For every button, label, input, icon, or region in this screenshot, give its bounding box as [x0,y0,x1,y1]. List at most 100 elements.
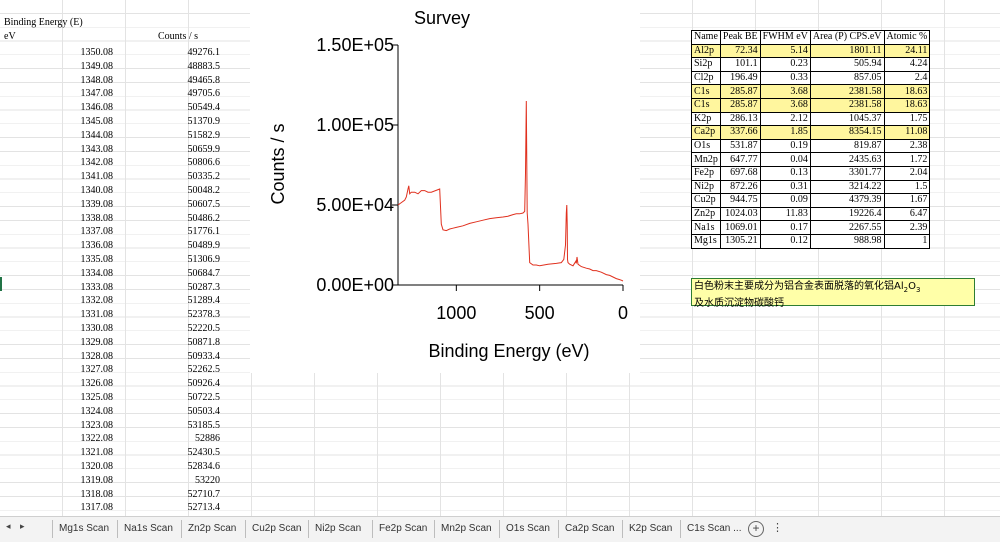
ev-cell[interactable]: 1322.08 [80,433,114,445]
table-row[interactable]: 1344.08 51582.9 [0,129,250,143]
ev-cell[interactable]: 1332.08 [80,295,114,307]
counts-cell[interactable]: 49705.6 [187,88,221,100]
sheet-tab[interactable]: Mg1s Scan [52,520,115,538]
sheet-tab[interactable]: Na1s Scan [117,520,179,538]
ev-cell[interactable]: 1336.08 [80,240,114,252]
counts-cell[interactable]: 50806.6 [187,157,221,169]
peak-value-cell[interactable]: 72.34 [719,43,761,59]
ev-cell[interactable]: 1331.08 [80,309,114,321]
ev-cell[interactable]: 1350.08 [80,47,114,58]
peak-value-cell[interactable]: 101.1 [719,57,761,72]
counts-cell[interactable]: 51306.9 [187,254,221,265]
counts-cell[interactable]: 52710.7 [187,488,221,500]
table-row[interactable]: 1340.08 50048.2 [0,184,250,198]
table-row[interactable]: 1328.08 50933.4 [0,350,250,364]
ev-cell[interactable]: 1317.08 [80,502,114,514]
peak-name-cell[interactable]: Na1s [691,220,721,235]
counts-cell[interactable]: 52713.4 [187,502,221,514]
counts-cell[interactable]: 48883.5 [187,60,221,72]
ev-cell[interactable]: 1346.08 [80,102,114,114]
peak-value-cell[interactable]: 0.04 [759,152,811,167]
counts-cell[interactable]: 50486.2 [187,212,221,224]
ev-cell[interactable]: 1329.08 [80,336,114,348]
peak-value-cell[interactable]: 819.87 [809,138,885,154]
more-options-icon[interactable]: ⋮ [772,522,783,534]
counts-column-header[interactable]: Counts / s [158,31,199,42]
sheet-tab[interactable]: Ni2p Scan [308,520,367,538]
peak-value-cell[interactable]: 505.94 [809,57,885,72]
table-row[interactable]: 1343.08 50659.9 [0,143,250,157]
table-row[interactable]: 1341.08 50335.2 [0,170,250,184]
table-row[interactable]: 1342.08 50806.6 [0,156,250,170]
ev-cell[interactable]: 1341.08 [80,171,114,183]
ev-cell[interactable]: 1328.08 [80,350,114,362]
counts-cell[interactable]: 50503.4 [187,405,221,417]
table-row[interactable]: 1325.08 50722.5 [0,391,250,405]
ev-cell[interactable]: 1321.08 [80,447,114,459]
counts-cell[interactable]: 49276.1 [187,47,221,58]
table-row[interactable]: 1346.08 50549.4 [0,101,250,115]
peak-value-cell[interactable]: 2.04 [883,165,931,181]
ev-cell[interactable]: 1335.08 [80,254,114,265]
survey-chart[interactable]: Survey Binding Energy (eV) Counts / s 0.… [250,0,640,373]
counts-cell[interactable]: 52834.6 [187,461,221,472]
table-row[interactable]: 1320.08 52834.6 [0,460,250,474]
ev-cell[interactable]: 1324.08 [80,405,114,417]
peak-name-cell[interactable]: Cl2p [691,70,721,86]
counts-cell[interactable]: 50684.7 [187,267,221,279]
sheet-tab[interactable]: C1s Scan ... [680,520,747,538]
note-box[interactable]: 白色粉末主要成分为铝合金表面脱落的氧化铝Al2O3 及水质沉淀物碳酸钙 [691,278,975,309]
ev-cell[interactable]: 1342.08 [80,157,114,169]
ev-cell[interactable]: 1334.08 [80,267,114,279]
peak-value-cell[interactable]: 0.09 [759,193,811,208]
counts-cell[interactable]: 50926.4 [187,378,221,390]
table-row[interactable]: 1332.08 51289.4 [0,294,250,308]
peak-name-cell[interactable]: Al2p [691,43,721,59]
table-row[interactable]: 1318.08 52710.7 [0,488,250,502]
peak-value-cell[interactable]: 3.68 [759,97,811,113]
counts-cell[interactable]: 50287.3 [187,281,221,293]
table-row[interactable]: 1350.08 49276.1 [0,46,250,60]
peak-value-cell[interactable]: 196.49 [719,70,761,86]
peak-value-cell[interactable]: 8354.15 [809,125,885,140]
ev-cell[interactable]: 1319.08 [80,474,114,486]
ev-cell[interactable]: 1349.08 [80,60,114,72]
binding-energy-header[interactable]: Binding Energy (E) [4,17,83,28]
peak-value-cell[interactable]: 0.17 [759,220,811,235]
peak-name-cell[interactable]: Mg1s [691,233,721,249]
counts-cell[interactable]: 53220 [195,474,220,486]
peak-value-cell[interactable]: 0.19 [759,138,811,154]
sheet-tab[interactable]: Cu2p Scan [245,520,307,538]
ev-cell[interactable]: 1339.08 [80,198,114,210]
counts-cell[interactable]: 52886 [195,433,220,445]
peak-value-cell[interactable]: 1.75 [883,111,931,127]
peak-value-cell[interactable]: 872.26 [719,179,761,195]
table-row[interactable]: 1347.08 49705.6 [0,87,250,101]
peak-value-cell[interactable]: 0.12 [759,233,811,249]
table-row[interactable]: 1345.08 51370.9 [0,115,250,129]
ev-cell[interactable]: 1318.08 [80,488,114,500]
peak-value-cell[interactable]: 3301.77 [809,165,885,181]
counts-cell[interactable]: 52220.5 [187,323,221,334]
table-row[interactable]: 1333.08 50287.3 [0,281,250,295]
peak-table-header-cell[interactable]: Atomic % [883,30,931,45]
peak-table-header-cell[interactable]: FWHM eV [759,30,811,45]
table-row[interactable]: 1330.08 52220.5 [0,322,250,336]
peak-value-cell[interactable]: 857.05 [809,70,885,86]
ev-cell[interactable]: 1325.08 [80,392,114,403]
table-row[interactable]: 1319.08 53220 [0,474,250,488]
spreadsheet-grid[interactable]: Binding Energy (E) eV Counts / s 1350.08… [0,0,1000,516]
peak-value-cell[interactable]: 3.68 [759,84,811,99]
peak-value-cell[interactable]: 285.87 [719,84,761,99]
peak-value-cell[interactable]: 1.85 [759,125,811,140]
peak-value-cell[interactable]: 2435.63 [809,152,885,167]
peak-value-cell[interactable]: 11.08 [883,125,931,140]
peak-value-cell[interactable]: 18.63 [883,97,931,113]
peak-value-cell[interactable]: 1024.03 [719,206,761,222]
table-row[interactable]: 1334.08 50684.7 [0,267,250,281]
ev-cell[interactable]: 1347.08 [80,88,114,100]
table-row[interactable]: 1321.08 52430.5 [0,446,250,460]
peak-name-cell[interactable]: Si2p [691,57,721,72]
peak-value-cell[interactable]: 337.66 [719,125,761,140]
counts-cell[interactable]: 53185.5 [187,419,221,431]
